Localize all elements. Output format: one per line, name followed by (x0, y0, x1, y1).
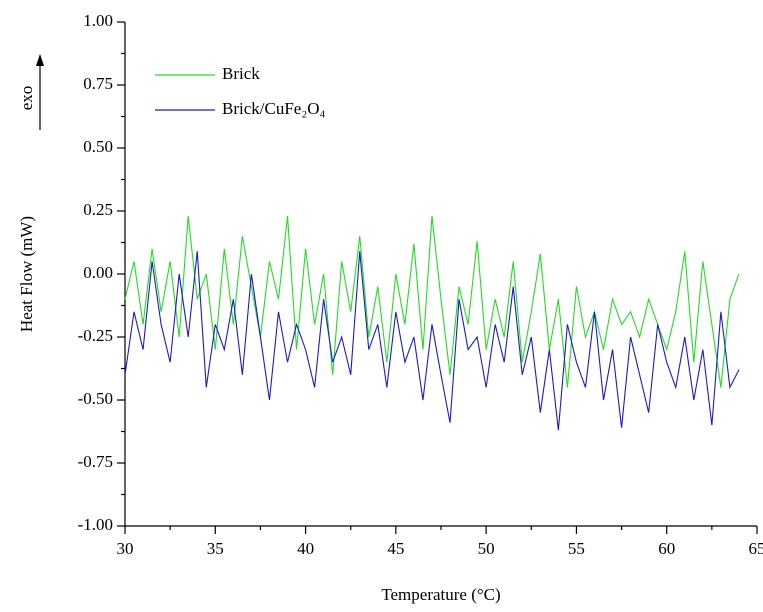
y-tick-label: 0.75 (83, 74, 113, 93)
y-tick-label: -1.00 (78, 515, 113, 534)
data-line (124, 215, 740, 388)
x-tick-label: 60 (658, 539, 675, 558)
y-tick-label: -0.25 (78, 326, 113, 345)
y-tick-label: -0.75 (78, 452, 113, 471)
x-tick-label: 35 (207, 539, 224, 558)
y-tick-label: 1.00 (83, 11, 113, 30)
exo-arrow-head (36, 54, 44, 66)
y-tick-label: 0.25 (83, 200, 113, 219)
y-axis-label: Heat Flow (mW) (17, 216, 36, 332)
legend-label: Brick (222, 64, 260, 83)
data-line (124, 251, 740, 431)
x-tick-label: 45 (387, 539, 404, 558)
y-tick-label: 0.50 (83, 137, 113, 156)
x-tick-label: 55 (568, 539, 585, 558)
x-tick-label: 65 (749, 539, 763, 558)
x-tick-label: 50 (478, 539, 495, 558)
x-tick-label: 40 (297, 539, 314, 558)
exo-label: exo (17, 86, 36, 111)
y-tick-label: 0.00 (83, 263, 113, 282)
legend-label: Brick/CuFe₂O₄ (222, 99, 326, 118)
x-tick-label: 30 (117, 539, 134, 558)
x-axis-label: Temperature (°C) (381, 585, 500, 604)
y-tick-label: -0.50 (78, 389, 113, 408)
